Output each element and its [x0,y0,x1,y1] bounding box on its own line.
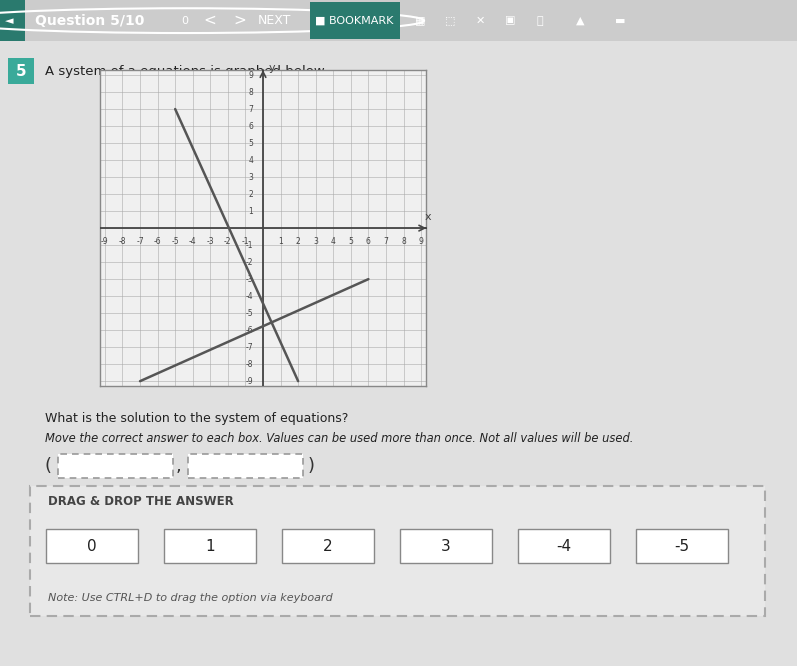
Text: -5: -5 [674,539,689,553]
Text: 3: 3 [249,172,253,182]
Text: 1: 1 [249,206,253,216]
Text: -2: -2 [224,238,232,246]
Text: Move the correct answer to each box. Values can be used more than once. Not all : Move the correct answer to each box. Val… [45,432,634,445]
Text: 0: 0 [87,539,96,553]
Text: NEXT: NEXT [258,14,292,27]
Text: 2: 2 [249,190,253,198]
Text: 5: 5 [348,238,353,246]
Text: 🔍: 🔍 [536,15,544,26]
Text: 3: 3 [441,539,451,553]
Text: y: y [269,63,276,73]
FancyBboxPatch shape [518,529,610,563]
Text: ▦: ▦ [414,15,426,26]
Text: -3: -3 [206,238,214,246]
Text: DRAG & DROP THE ANSWER: DRAG & DROP THE ANSWER [48,495,234,507]
Text: 8: 8 [249,87,253,97]
Text: 2: 2 [324,539,333,553]
Text: 9: 9 [249,71,253,79]
Text: 6: 6 [366,238,371,246]
Text: Question 5/10: Question 5/10 [35,13,144,28]
Text: 8: 8 [401,238,406,246]
Text: -5: -5 [245,308,253,318]
Text: 2: 2 [296,238,300,246]
FancyBboxPatch shape [164,529,256,563]
FancyBboxPatch shape [0,0,25,41]
Text: 5: 5 [249,139,253,148]
Text: 4: 4 [249,156,253,165]
Text: 0: 0 [182,15,189,26]
Text: 1: 1 [205,539,215,553]
Text: -7: -7 [136,238,143,246]
Text: -6: -6 [154,238,162,246]
Text: ■ BOOKMARK: ■ BOOKMARK [315,15,394,26]
Text: (: ( [45,457,52,475]
Text: x: x [425,212,431,222]
FancyBboxPatch shape [46,529,138,563]
Text: -8: -8 [119,238,126,246]
Text: 4: 4 [331,238,336,246]
Text: -8: -8 [245,360,253,369]
Text: 9: 9 [418,238,423,246]
Text: -7: -7 [245,343,253,352]
Text: ,: , [175,457,181,475]
FancyBboxPatch shape [58,454,173,478]
Text: <: < [203,13,216,28]
Text: >: > [234,13,246,28]
FancyBboxPatch shape [282,529,374,563]
FancyBboxPatch shape [310,2,400,39]
Text: 5: 5 [16,64,26,79]
Text: -2: -2 [245,258,253,266]
Text: ⬚: ⬚ [445,15,455,26]
Text: A system of a equations is graphed below.: A system of a equations is graphed below… [45,65,328,78]
Text: -3: -3 [245,274,253,284]
Text: ▬: ▬ [614,15,626,26]
Text: -4: -4 [189,238,197,246]
Text: ▣: ▣ [505,15,515,26]
Text: 7: 7 [249,105,253,113]
Text: 3: 3 [313,238,318,246]
FancyBboxPatch shape [400,529,492,563]
Text: ✕: ✕ [475,15,485,26]
Text: Note: Use CTRL+D to drag the option via keyboard: Note: Use CTRL+D to drag the option via … [48,593,333,603]
Text: -9: -9 [245,377,253,386]
Text: -4: -4 [556,539,571,553]
FancyBboxPatch shape [8,59,34,85]
Text: ▲: ▲ [575,15,584,26]
Text: -9: -9 [101,238,108,246]
Text: ◄: ◄ [5,15,14,26]
Text: -1: -1 [241,238,249,246]
FancyBboxPatch shape [0,41,797,666]
FancyBboxPatch shape [188,454,303,478]
Text: -6: -6 [245,326,253,334]
Text: What is the solution to the system of equations?: What is the solution to the system of eq… [45,412,348,425]
FancyBboxPatch shape [30,486,765,616]
Text: -4: -4 [245,292,253,300]
Text: -5: -5 [171,238,179,246]
Text: 1: 1 [278,238,283,246]
Text: 6: 6 [249,122,253,131]
Text: 7: 7 [383,238,388,246]
FancyBboxPatch shape [636,529,728,563]
Text: -1: -1 [245,240,253,250]
Text: ): ) [308,457,315,475]
